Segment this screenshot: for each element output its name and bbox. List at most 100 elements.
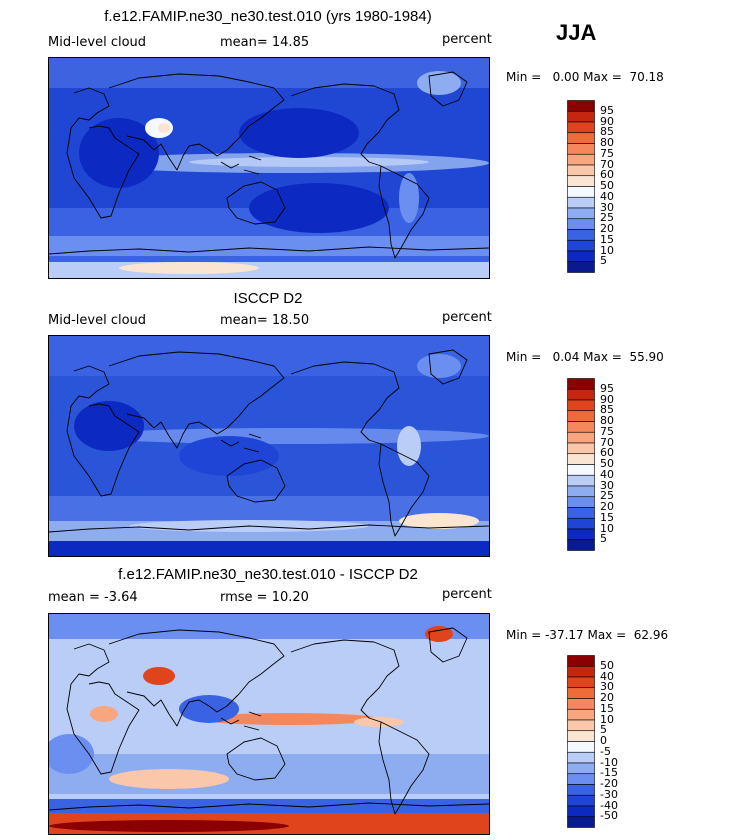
panel-1-title: f.e12.FAMIP.ne30_ne30.test.010 (yrs 1980… xyxy=(104,8,432,25)
field-andes xyxy=(399,173,419,223)
coastline-segment xyxy=(226,737,286,781)
colorbar-tick-label: 5 xyxy=(600,532,607,546)
colorbar-bin xyxy=(567,442,595,455)
colorbar-bin xyxy=(567,464,595,476)
coastline-segment xyxy=(378,721,430,815)
panel-2-map xyxy=(48,335,490,557)
coastlines xyxy=(49,71,489,259)
colorbar-bin xyxy=(567,100,595,112)
colorbar-bin xyxy=(567,730,595,742)
colorbar-tick-label: 95 xyxy=(600,103,614,117)
colorbar-tick-label: -50 xyxy=(600,809,618,823)
panel-3-minmax: Min = -37.17 Max = 62.96 xyxy=(506,628,669,642)
colorbar-tick-label: 15 xyxy=(600,232,614,246)
coastline-segment xyxy=(226,181,286,225)
panel-1-center-label: mean= 14.85 xyxy=(220,35,310,50)
coastline-segment xyxy=(49,246,489,255)
coastline-segment xyxy=(108,629,285,713)
colorbar-bin xyxy=(567,507,595,519)
colorbar-bin xyxy=(567,153,595,166)
colorbar-tick-label: 70 xyxy=(600,157,614,171)
colorbar-tick-label: 30 xyxy=(600,680,614,694)
colorbar-tick-label: 80 xyxy=(600,414,614,427)
panel-3-center-label: rmse = 10.20 xyxy=(220,590,309,605)
field-npac-low xyxy=(239,108,359,158)
panel-1-map xyxy=(48,57,490,279)
colorbar-bin xyxy=(567,132,595,144)
colorbar-tick-label: 25 xyxy=(600,211,614,225)
field-band-antarctic xyxy=(49,541,489,556)
colorbar-bin xyxy=(567,687,595,699)
colorbar-tick-label: 90 xyxy=(600,114,614,128)
field-itcz-core xyxy=(189,157,429,167)
colorbar-tick-label: 20 xyxy=(600,222,614,235)
field-southern-high xyxy=(399,513,479,529)
colorbar-tick-label: 40 xyxy=(600,189,614,203)
coastline-segment xyxy=(126,691,190,727)
coastline-segment xyxy=(378,165,430,259)
colorbar-tick-label: 40 xyxy=(600,669,614,683)
colorbar-tick-label: 60 xyxy=(600,168,614,182)
colorbar-bin xyxy=(567,485,595,498)
season-label: JJA xyxy=(556,20,597,45)
colorbar-bin xyxy=(567,218,595,230)
panel-3-colorbar: 50 40 30 20 15 10 5 0 -5 -10 -15 -20 -30 -40 -50 xyxy=(567,655,627,830)
colorbar-tick-label: -15 xyxy=(600,766,618,780)
colorbar-tick-label: 5 xyxy=(600,723,607,737)
coastlines xyxy=(49,627,489,815)
colorbar-bin xyxy=(567,517,595,530)
colorbar-bin xyxy=(567,110,595,123)
colorbar-bin xyxy=(567,741,595,753)
field-band-north xyxy=(49,336,489,376)
field-band-north xyxy=(49,614,489,639)
field-band-southern-ocean xyxy=(49,236,489,256)
colorbar-bin xyxy=(567,250,595,263)
colorbar-bin xyxy=(567,431,595,444)
colorbar-tick-label: 95 xyxy=(600,381,614,395)
coastline-segment xyxy=(126,413,190,449)
field-indian-low xyxy=(179,436,279,476)
field-itcz xyxy=(89,428,489,444)
panel-1-colorbar: 95 90 85 80 75 70 60 50 40 30 25 20 15 10 5 xyxy=(567,100,627,275)
field-antarctic-high xyxy=(119,262,259,274)
colorbar-tick-label: 50 xyxy=(600,658,614,672)
field-africa-pos xyxy=(90,706,118,722)
coastline-segment xyxy=(290,83,400,167)
field-itcz-pos xyxy=(199,713,379,725)
colorbar-tick-label: 10 xyxy=(600,712,614,726)
field-sahara-low xyxy=(79,118,159,188)
field-maritime-neg xyxy=(179,695,239,723)
field-amazon-high xyxy=(397,426,421,466)
colorbar-bin xyxy=(567,261,595,273)
colorbar-tick-label: 20 xyxy=(600,691,614,704)
coastline-segment xyxy=(49,802,489,811)
colorbar-tick-label: -40 xyxy=(600,798,618,812)
colorbar-bin xyxy=(567,708,595,721)
panel-1-left-label: Mid-level cloud xyxy=(48,35,147,50)
colorbar-tick-label: 40 xyxy=(600,467,614,481)
colorbar-bin xyxy=(567,665,595,678)
panel-2-right-label: percent xyxy=(442,310,492,325)
coastline-segment xyxy=(66,365,140,497)
coastline-segment xyxy=(49,524,489,533)
colorbar-tick-label: 70 xyxy=(600,435,614,449)
colorbar-tick-label: 50 xyxy=(600,457,614,470)
field-band-north xyxy=(49,58,489,88)
colorbar-bin xyxy=(567,186,595,198)
colorbar-bin xyxy=(567,421,595,433)
colorbar-tick-label: -10 xyxy=(600,755,618,769)
colorbar-bin xyxy=(567,175,595,187)
coastlines xyxy=(49,349,489,537)
coastline-segment xyxy=(66,87,140,219)
field-greenland xyxy=(417,71,461,95)
field-south-indian xyxy=(109,769,229,789)
coastline-segment xyxy=(428,627,468,663)
coastline-segment xyxy=(66,643,140,775)
colorbar-tick-label: -20 xyxy=(600,777,618,790)
colorbar-tick-label: 10 xyxy=(600,243,614,257)
colorbar-tick-label: 5 xyxy=(600,254,607,268)
colorbar-bin xyxy=(567,229,595,241)
colorbar-tick-label: 85 xyxy=(600,125,614,139)
colorbar-bin xyxy=(567,410,595,422)
coastline-segment xyxy=(108,73,285,157)
